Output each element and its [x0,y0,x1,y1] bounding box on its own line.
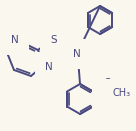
Text: N: N [73,49,81,59]
Text: N: N [11,35,19,45]
Text: S: S [104,87,112,100]
Text: S: S [51,35,57,45]
Text: CH₃: CH₃ [113,89,131,99]
Text: N: N [45,62,53,72]
Text: O: O [104,100,112,110]
Text: O: O [104,78,112,88]
